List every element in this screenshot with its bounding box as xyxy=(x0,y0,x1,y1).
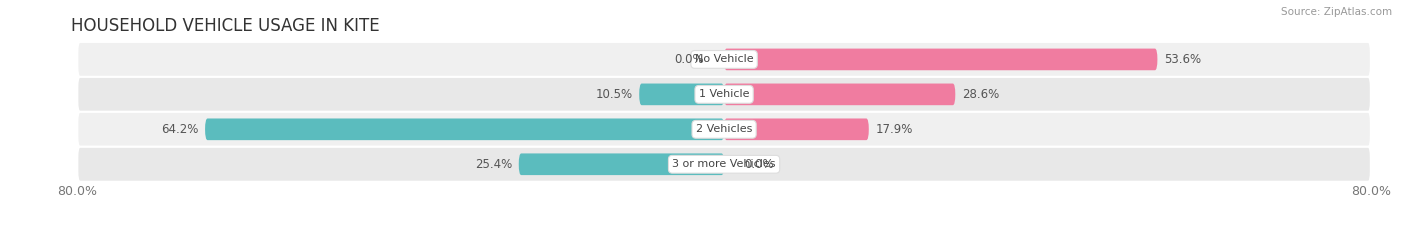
Text: 17.9%: 17.9% xyxy=(876,123,912,136)
Text: No Vehicle: No Vehicle xyxy=(695,55,754,64)
Text: 53.6%: 53.6% xyxy=(1164,53,1201,66)
FancyBboxPatch shape xyxy=(77,42,1371,77)
Text: 28.6%: 28.6% xyxy=(962,88,1000,101)
FancyBboxPatch shape xyxy=(640,84,724,105)
Text: 64.2%: 64.2% xyxy=(162,123,198,136)
Text: 1 Vehicle: 1 Vehicle xyxy=(699,89,749,99)
Text: 0.0%: 0.0% xyxy=(675,53,704,66)
FancyBboxPatch shape xyxy=(724,49,1157,70)
Text: 0.0%: 0.0% xyxy=(744,158,773,171)
FancyBboxPatch shape xyxy=(77,112,1371,147)
FancyBboxPatch shape xyxy=(77,77,1371,112)
Text: 10.5%: 10.5% xyxy=(596,88,633,101)
Legend: Owner-occupied, Renter-occupied: Owner-occupied, Renter-occupied xyxy=(582,232,866,233)
FancyBboxPatch shape xyxy=(519,154,724,175)
Text: Source: ZipAtlas.com: Source: ZipAtlas.com xyxy=(1281,7,1392,17)
FancyBboxPatch shape xyxy=(724,118,869,140)
Text: 2 Vehicles: 2 Vehicles xyxy=(696,124,752,134)
FancyBboxPatch shape xyxy=(77,147,1371,182)
FancyBboxPatch shape xyxy=(724,84,955,105)
FancyBboxPatch shape xyxy=(205,118,724,140)
Text: 3 or more Vehicles: 3 or more Vehicles xyxy=(672,159,776,169)
Text: HOUSEHOLD VEHICLE USAGE IN KITE: HOUSEHOLD VEHICLE USAGE IN KITE xyxy=(70,17,380,35)
Text: 25.4%: 25.4% xyxy=(475,158,512,171)
